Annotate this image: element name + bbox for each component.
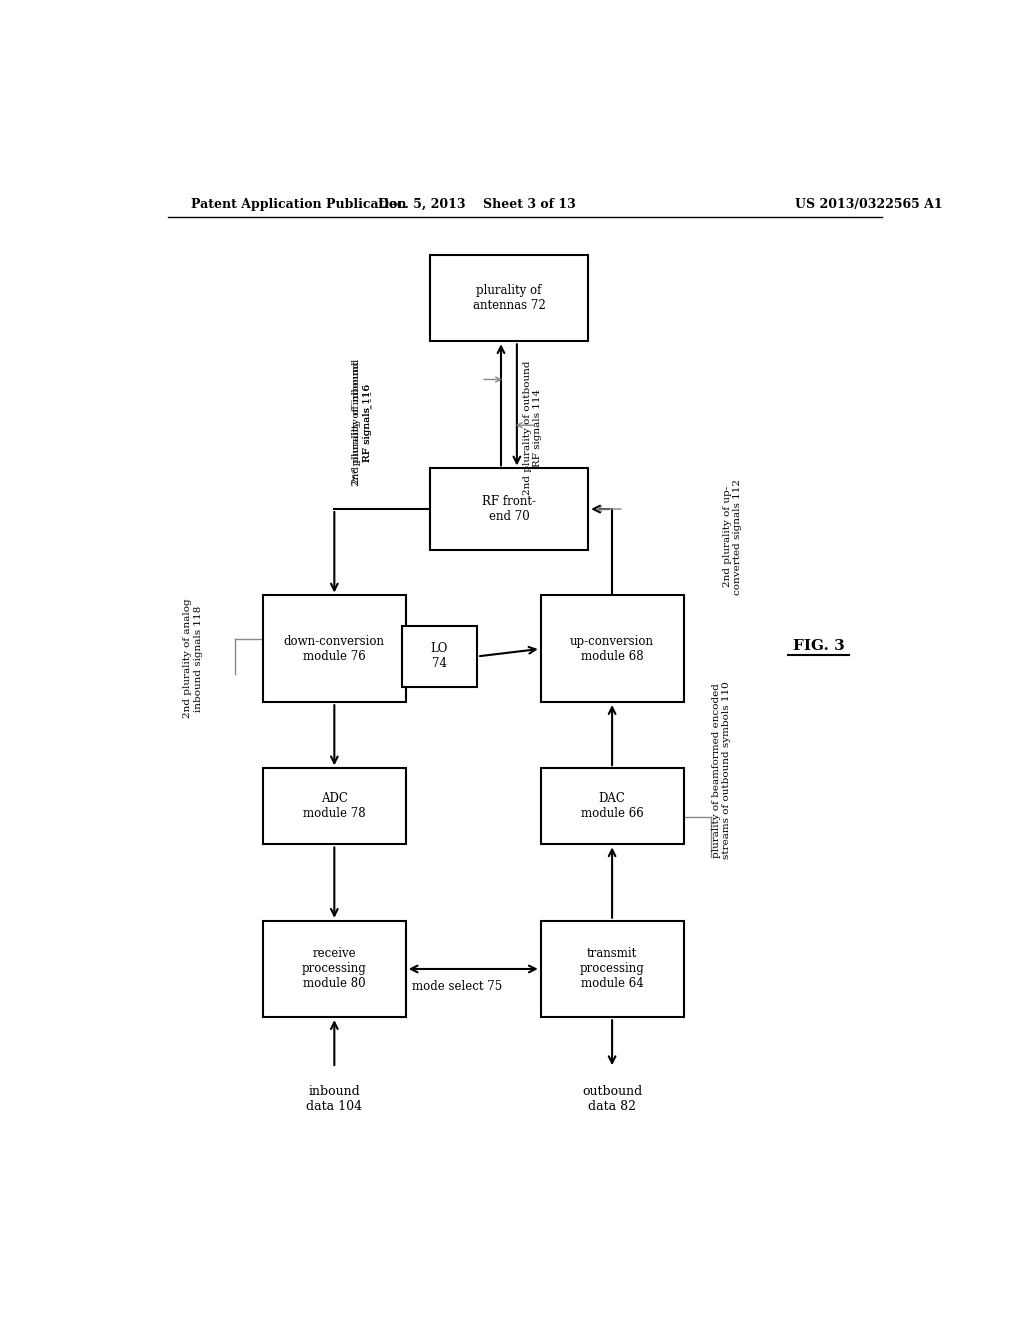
Text: outbound
data 82: outbound data 82 bbox=[582, 1085, 642, 1113]
Text: 2ⁿᵈ plurality of inbound
RF signals ̲̲̱1̱1̱6: 2ⁿᵈ plurality of inbound RF signals ̲̲̱1… bbox=[352, 362, 372, 484]
Text: Dec. 5, 2013    Sheet 3 of 13: Dec. 5, 2013 Sheet 3 of 13 bbox=[378, 198, 577, 211]
FancyBboxPatch shape bbox=[263, 595, 406, 702]
Text: 2nd plurality of analog
inbound signals 118: 2nd plurality of analog inbound signals … bbox=[183, 599, 203, 718]
Text: inbound
data 104: inbound data 104 bbox=[306, 1085, 362, 1113]
Text: Patent Application Publication: Patent Application Publication bbox=[191, 198, 407, 211]
Text: DAC
module 66: DAC module 66 bbox=[581, 792, 643, 820]
Text: 2nd plurality of outbound
RF signals 114: 2nd plurality of outbound RF signals 114 bbox=[523, 360, 543, 495]
Text: LO
74: LO 74 bbox=[431, 643, 449, 671]
Text: down-conversion
module 76: down-conversion module 76 bbox=[284, 635, 385, 663]
Text: transmit
processing
module 64: transmit processing module 64 bbox=[580, 948, 644, 990]
FancyBboxPatch shape bbox=[541, 921, 684, 1018]
FancyBboxPatch shape bbox=[430, 469, 588, 549]
Text: receive
processing
module 80: receive processing module 80 bbox=[302, 948, 367, 990]
Text: RF front-
end 70: RF front- end 70 bbox=[482, 495, 536, 523]
Text: 2nd plurality of inbound
RF signals 116: 2nd plurality of inbound RF signals 116 bbox=[352, 359, 372, 486]
Text: plurality of
antennas 72: plurality of antennas 72 bbox=[472, 284, 546, 312]
FancyBboxPatch shape bbox=[541, 768, 684, 845]
Text: plurality of beamformed encoded
streams of outbound symbols 110: plurality of beamformed encoded streams … bbox=[712, 681, 731, 859]
FancyBboxPatch shape bbox=[401, 626, 477, 686]
FancyBboxPatch shape bbox=[263, 921, 406, 1018]
Text: mode select 75: mode select 75 bbox=[413, 981, 503, 993]
FancyBboxPatch shape bbox=[263, 768, 406, 845]
Text: US 2013/0322565 A1: US 2013/0322565 A1 bbox=[795, 198, 942, 211]
Text: FIG. 3: FIG. 3 bbox=[793, 639, 845, 653]
Text: up-conversion
module 68: up-conversion module 68 bbox=[570, 635, 654, 663]
FancyBboxPatch shape bbox=[430, 255, 588, 342]
Text: 2nd plurality of up-
converted signals 112: 2nd plurality of up- converted signals 1… bbox=[723, 479, 742, 594]
FancyBboxPatch shape bbox=[541, 595, 684, 702]
Text: ADC
module 78: ADC module 78 bbox=[303, 792, 366, 820]
